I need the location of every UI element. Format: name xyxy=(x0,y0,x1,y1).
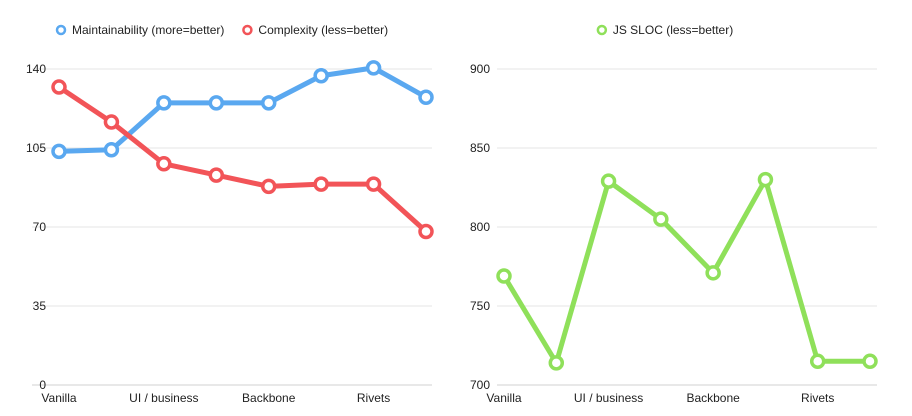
x-tick-label: UI / business xyxy=(129,391,198,405)
data-point xyxy=(313,176,329,192)
data-point xyxy=(705,265,721,281)
data-point xyxy=(653,211,669,227)
data-point xyxy=(600,173,617,189)
legend-marker-icon xyxy=(596,24,608,36)
x-tick-label: Vanilla xyxy=(41,391,76,405)
data-point xyxy=(156,95,172,111)
x-tick-label: Rivets xyxy=(357,391,390,405)
data-point xyxy=(103,114,120,130)
legend-label: Maintainability (more=better) xyxy=(72,23,224,37)
data-point xyxy=(418,89,434,105)
y-tick-label: 850 xyxy=(470,141,490,155)
data-point xyxy=(103,142,120,158)
data-point xyxy=(365,60,382,76)
data-point xyxy=(208,167,225,183)
y-tick-label: 35 xyxy=(33,299,47,313)
legend-marker-icon xyxy=(55,24,67,36)
x-tick-label: Backbone xyxy=(242,391,296,405)
data-point xyxy=(365,176,382,192)
data-point xyxy=(313,68,329,84)
data-point xyxy=(496,268,512,284)
x-tick-label: Backbone xyxy=(686,391,740,405)
data-point xyxy=(418,223,434,240)
series-line xyxy=(56,84,429,235)
legend: JS SLOC (less=better) xyxy=(596,23,733,37)
y-tick-label: 750 xyxy=(470,299,490,313)
x-tick-label: UI / business xyxy=(574,391,643,405)
y-tick-label: 900 xyxy=(470,62,490,76)
data-point xyxy=(51,79,67,95)
legend-label: JS SLOC (less=better) xyxy=(613,23,733,37)
data-point xyxy=(757,171,774,188)
y-tick-label: 140 xyxy=(26,62,46,76)
data-point xyxy=(51,143,67,160)
legend: Maintainability (more=better) Complexity … xyxy=(55,23,388,37)
data-point xyxy=(548,355,565,371)
data-point xyxy=(260,178,277,195)
data-point xyxy=(809,353,826,370)
y-tick-label: 800 xyxy=(470,220,490,234)
chart-2: 700 750 800 850 900 Vanilla UI / business Backb… xyxy=(470,23,878,405)
y-tick-label: 700 xyxy=(470,378,490,392)
x-tick-label: Vanilla xyxy=(486,391,521,405)
x-tick-label: Rivets xyxy=(801,391,834,405)
data-point xyxy=(208,95,225,111)
data-point xyxy=(156,156,172,172)
y-tick-label: 105 xyxy=(26,141,46,155)
legend-label: Complexity (less=better) xyxy=(258,23,388,37)
series-line xyxy=(501,177,873,366)
data-point xyxy=(862,353,878,370)
y-tick-label: 70 xyxy=(33,220,47,234)
data-point xyxy=(260,95,277,111)
legend-marker-icon xyxy=(242,24,253,36)
y-tick-label: 0 xyxy=(39,378,46,392)
chart-1: 0 35 70 105 140 Vanilla UI / business Backbone R… xyxy=(26,23,434,405)
series-line xyxy=(56,65,429,154)
